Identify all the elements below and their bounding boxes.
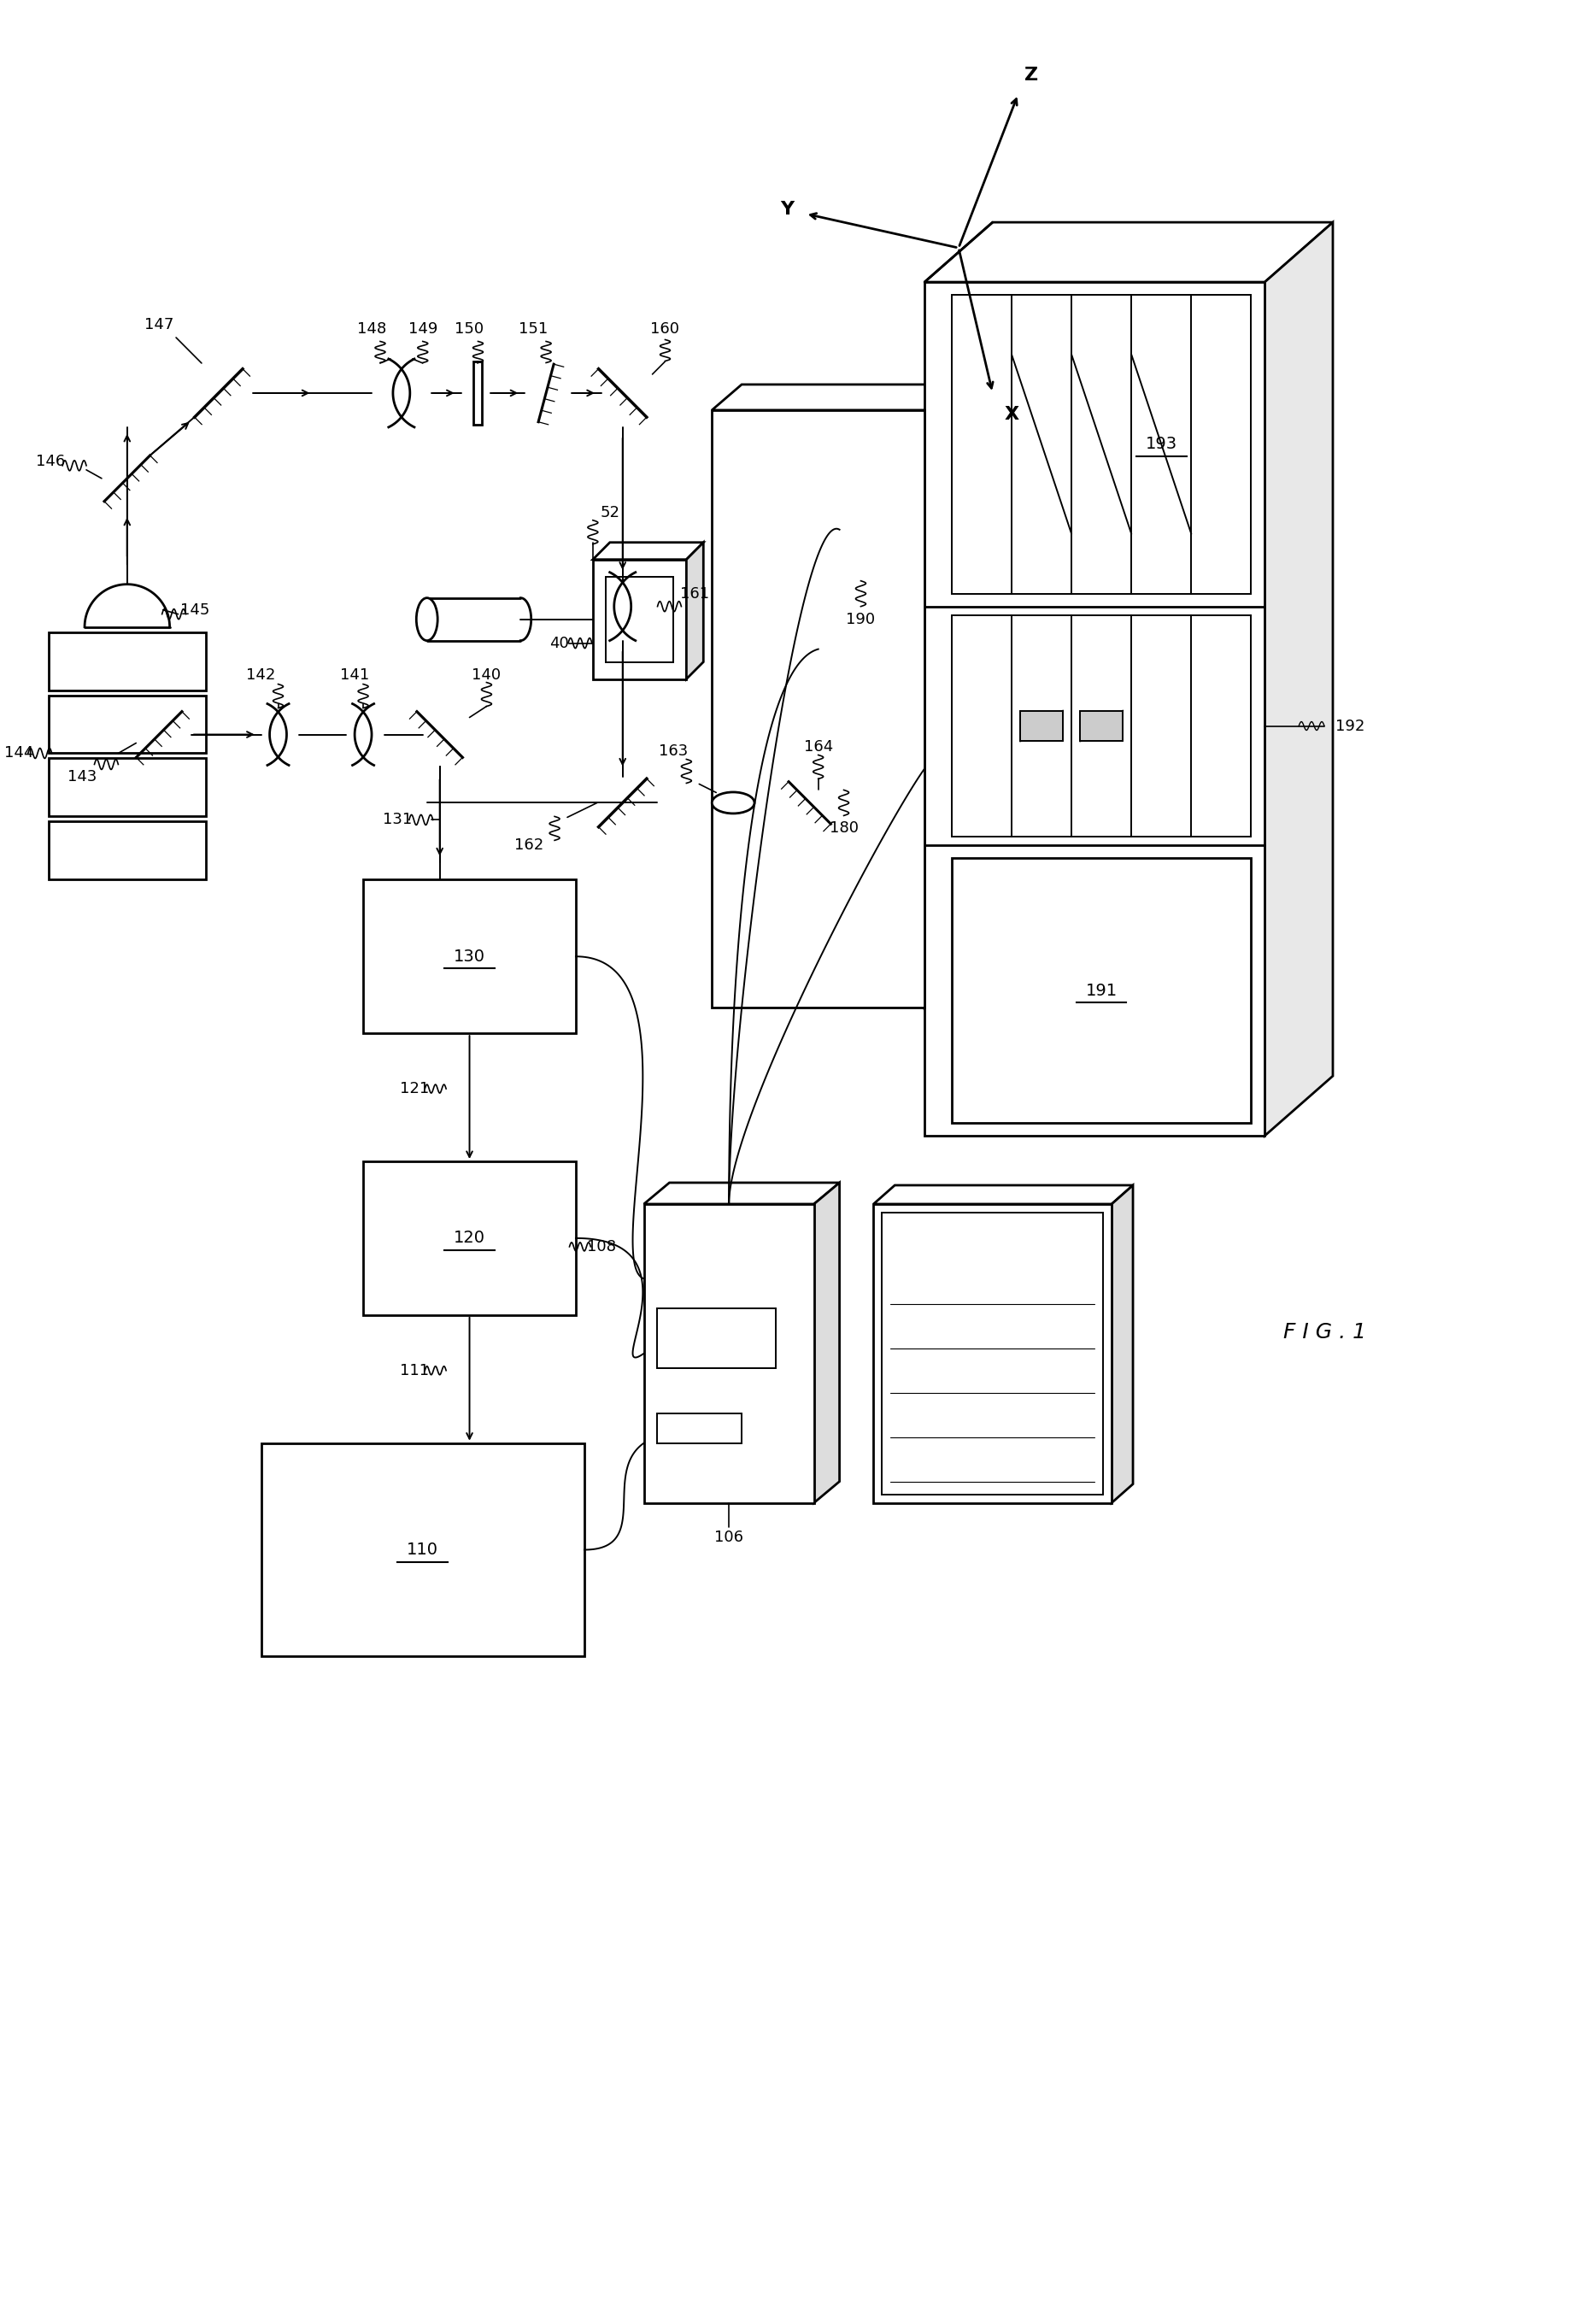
- Text: 120: 120: [453, 1229, 485, 1245]
- Text: 147: 147: [144, 317, 174, 333]
- Text: 52: 52: [600, 505, 619, 521]
- Bar: [364, 1162, 576, 1315]
- Text: 163: 163: [659, 743, 688, 759]
- Bar: [364, 880, 576, 1032]
- Polygon shape: [592, 542, 704, 560]
- Text: 162: 162: [514, 838, 544, 854]
- Bar: [656, 1308, 776, 1368]
- Ellipse shape: [417, 597, 437, 641]
- Text: 164: 164: [804, 738, 833, 755]
- Polygon shape: [873, 1185, 1133, 1204]
- Text: 180: 180: [830, 822, 859, 836]
- Text: 149: 149: [409, 322, 437, 336]
- Bar: [48, 759, 206, 817]
- Polygon shape: [1112, 1185, 1133, 1502]
- Text: 106: 106: [715, 1530, 744, 1544]
- Bar: [605, 576, 674, 662]
- Text: 190: 190: [846, 611, 875, 627]
- Text: 141: 141: [340, 667, 369, 683]
- Text: 151: 151: [519, 322, 547, 336]
- Bar: [951, 859, 1251, 1123]
- Polygon shape: [686, 542, 704, 678]
- Ellipse shape: [712, 792, 755, 813]
- Text: 108: 108: [587, 1239, 616, 1255]
- Text: 142: 142: [246, 667, 276, 683]
- Text: 146: 146: [37, 454, 65, 470]
- Bar: [48, 694, 206, 752]
- Text: F I G . 1: F I G . 1: [1283, 1322, 1366, 1343]
- Bar: [592, 560, 686, 678]
- Bar: [951, 616, 1251, 838]
- Bar: [712, 410, 924, 1007]
- Text: 145: 145: [180, 602, 211, 618]
- Text: 111: 111: [399, 1364, 429, 1377]
- Text: 193: 193: [1146, 435, 1178, 451]
- Text: 148: 148: [358, 322, 386, 336]
- Bar: [924, 282, 1264, 1137]
- Text: 192: 192: [1336, 718, 1365, 734]
- Text: Z: Z: [1025, 67, 1037, 83]
- Bar: [656, 1412, 742, 1442]
- Text: 144: 144: [5, 745, 34, 762]
- Text: 130: 130: [453, 949, 485, 965]
- Text: 191: 191: [1085, 982, 1117, 998]
- Text: 150: 150: [455, 322, 484, 336]
- Text: 110: 110: [407, 1542, 439, 1558]
- Polygon shape: [712, 384, 954, 410]
- Bar: [474, 361, 482, 424]
- Bar: [48, 632, 206, 690]
- Bar: [873, 1204, 1112, 1502]
- Bar: [883, 1213, 1103, 1493]
- Text: 131: 131: [383, 813, 412, 826]
- Text: 140: 140: [472, 667, 501, 683]
- Bar: [951, 294, 1251, 593]
- Polygon shape: [1080, 711, 1124, 741]
- Polygon shape: [924, 222, 1333, 282]
- Text: X: X: [1004, 405, 1018, 424]
- Text: 161: 161: [680, 586, 710, 602]
- Text: 40: 40: [549, 634, 568, 651]
- Polygon shape: [1020, 711, 1063, 741]
- Polygon shape: [814, 1183, 839, 1502]
- Text: 143: 143: [67, 769, 97, 785]
- Bar: [262, 1442, 584, 1658]
- Polygon shape: [1264, 222, 1333, 1137]
- Bar: [643, 1204, 814, 1502]
- Text: 121: 121: [399, 1081, 429, 1097]
- Polygon shape: [643, 1183, 839, 1204]
- Text: Y: Y: [780, 201, 793, 218]
- Bar: [48, 822, 206, 880]
- Polygon shape: [924, 384, 954, 1007]
- Text: 160: 160: [651, 322, 680, 336]
